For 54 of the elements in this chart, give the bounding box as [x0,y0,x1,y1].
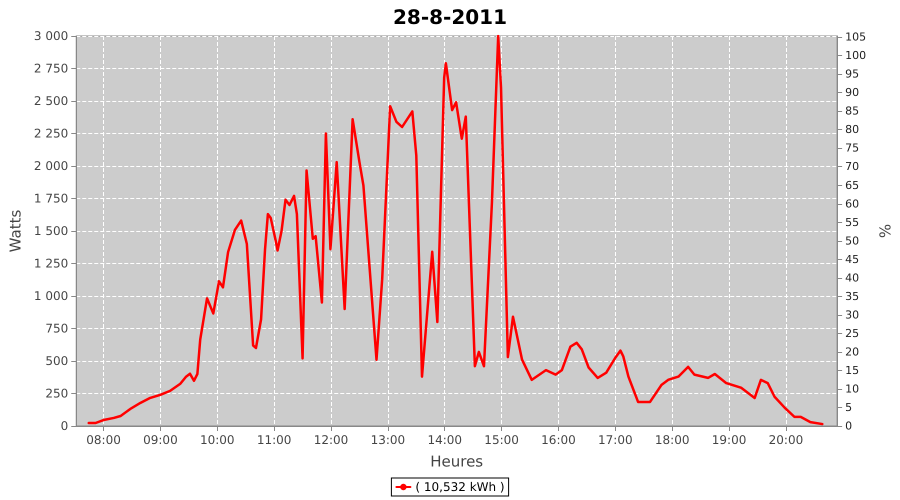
x-tick-label: 08:00 [86,433,121,447]
x-tick-label: 11:00 [256,433,292,447]
y2-tick-label: 45 [845,252,860,266]
y-tick-label: 2 000 [34,159,68,173]
y2-tick-label: 50 [845,234,860,248]
y-tick-label: 0 [60,419,68,433]
y2-tick-label: 30 [845,308,860,322]
y2-tick-label: 25 [845,326,860,340]
y2-tick-label: 35 [845,290,860,303]
x-tick-label: 13:00 [370,433,406,447]
y-tick-label: 2 750 [34,62,68,76]
x-tick-label: 19:00 [712,433,746,447]
x-axis-title: Heures [430,452,484,470]
y-tick-label: 2 500 [34,94,68,108]
x-tick-label: 16:00 [541,433,576,447]
y2-tick-label: 65 [845,178,860,192]
y2-tick-label: 15 [845,364,860,377]
y-tick-label: 1 750 [34,192,68,206]
y2-tick-label: 85 [845,104,860,118]
y2-tick-label: 80 [845,123,860,136]
y2-tick-label: 40 [845,271,860,284]
y2-tick-label: 90 [845,86,860,100]
x-tick-label: 12:00 [314,433,348,447]
y2-tick-label: 0 [845,420,852,432]
y2-tick-label: 105 [845,30,866,44]
line-series [88,34,824,426]
y-axis-title: Watts [6,210,24,252]
y2-tick-label: 70 [845,160,860,174]
y2-tick-label: 100 [845,49,866,62]
chart-title: 28-8-2011 [392,5,508,29]
y2-tick-label: 60 [845,197,860,210]
x-tick-label: 09:00 [143,433,178,447]
x-tick-label: 10:00 [200,433,235,447]
y-tick-label: 750 [45,322,68,336]
x-tick-label: 15:00 [484,433,519,447]
y-tick-label: 1 250 [34,256,68,270]
x-tick-label: 18:00 [654,433,690,447]
x-tick-label: 20:00 [768,433,804,447]
y2-tick-label: 75 [845,142,860,155]
legend-label: ( 10,532 kWh ) [415,480,505,494]
y2-tick-label: 55 [845,216,860,229]
y-tick-label: 2 250 [34,126,68,140]
y2-tick-label: 20 [845,345,860,358]
y-tick-label: 1 000 [34,289,68,303]
y2-axis-title: % [876,224,894,238]
y-tick-label: 250 [45,386,68,400]
y2-tick-label: 5 [845,400,852,414]
y-tick-label: 500 [45,354,68,368]
y-tick-label: 3 000 [34,29,68,43]
y-tick-label: 1 500 [34,224,68,238]
x-tick-label: 14:00 [427,433,462,447]
x-tick-label: 17:00 [598,433,633,447]
y2-tick-label: 10 [845,382,860,396]
y2-tick-label: 95 [845,68,860,81]
